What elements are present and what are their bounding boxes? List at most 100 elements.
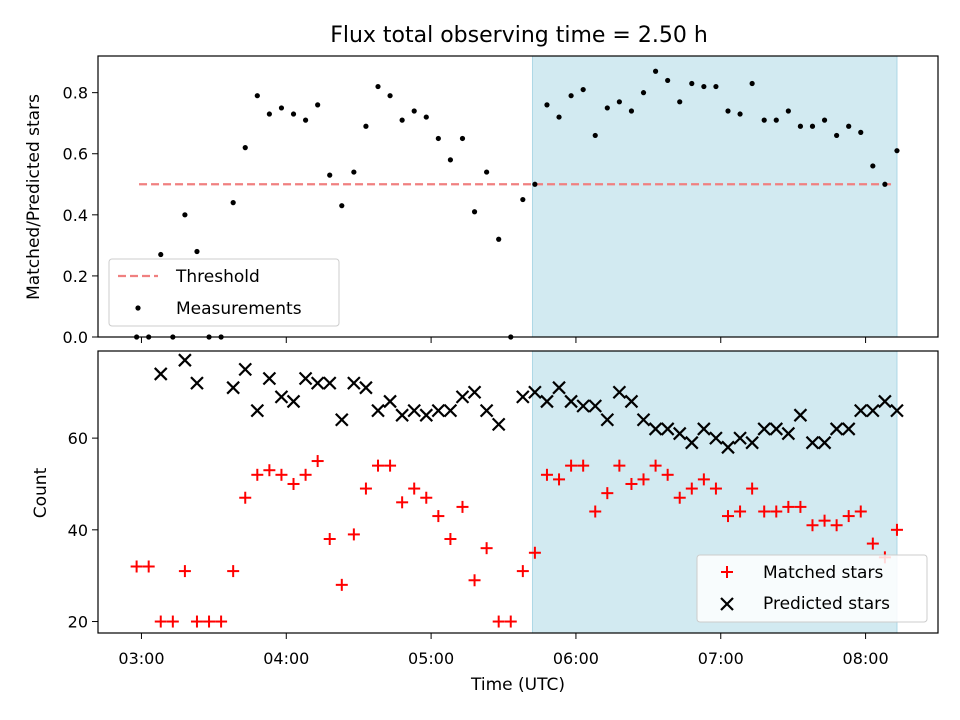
x-tick-label: 04:00 [263, 649, 309, 668]
measurement-point [182, 212, 188, 218]
predicted-star-point [672, 426, 687, 441]
matched-star-point [190, 615, 203, 628]
measurement-point [846, 123, 852, 129]
measurement-point [773, 117, 779, 123]
matched-star-point [758, 505, 771, 518]
measurement-point [713, 83, 719, 90]
matched-star-point [770, 505, 783, 518]
measurement-point [363, 123, 369, 129]
measurement-point [315, 102, 321, 108]
predicted-star-point [479, 403, 494, 418]
predicted-star-point [817, 435, 832, 450]
measurement-point [785, 108, 791, 114]
measurement-point [894, 148, 900, 154]
measurement-point [411, 108, 417, 114]
measurement-point [399, 117, 405, 123]
predicted-star-point [648, 422, 663, 436]
measurement-point [725, 108, 731, 114]
measurement-point [556, 114, 562, 120]
bottom-y-axis-label: Count [31, 467, 51, 518]
matched-star-point [130, 560, 143, 573]
matched-star-point [577, 459, 590, 472]
predicted-star-point [781, 426, 796, 441]
measurement-point [484, 169, 490, 175]
matched-star-point [625, 477, 638, 490]
predicted-star-point [793, 408, 808, 422]
measurement-point [640, 90, 647, 96]
predicted-star-point [721, 440, 735, 455]
matched-star-point [601, 487, 614, 500]
measurement-point [520, 196, 526, 203]
measurement-point [652, 68, 659, 74]
measurement-point [278, 105, 285, 111]
matched-star-point [456, 500, 469, 513]
measurement-point [604, 105, 610, 111]
bottom-y-tick-label: 60 [68, 429, 88, 448]
matched-star-point [854, 505, 867, 518]
measurement-point [737, 111, 743, 117]
predicted-star-point [383, 394, 397, 409]
predicted-star-point [636, 413, 651, 427]
x-tick-label: 07:00 [698, 649, 744, 668]
predicted-star-point [516, 390, 530, 404]
top-y-tick-label: 0.0 [63, 328, 88, 347]
legend-matched-swatch [721, 566, 733, 578]
bottom-plot-frame [97, 350, 939, 634]
measurement-point [568, 93, 574, 99]
measurement-point [435, 135, 441, 142]
bottom-legend: Matched stars Predicted stars [696, 554, 928, 623]
measurement-point [592, 132, 598, 139]
measurement-point [870, 163, 876, 169]
bottom-y-tick-label: 40 [68, 521, 88, 540]
predicted-star-point [612, 385, 627, 400]
predicted-star-point [733, 431, 747, 445]
matched-star-point [637, 473, 650, 486]
predicted-star-point [491, 417, 506, 432]
measurement-point [194, 248, 200, 255]
matched-star-point [709, 482, 722, 495]
matched-star-point [323, 533, 336, 545]
predicted-star-point [709, 431, 723, 445]
predicted-star-point [624, 394, 639, 409]
predicted-star-point [347, 376, 361, 390]
measurement-point [447, 157, 454, 163]
matched-star-point [516, 565, 529, 578]
predicted-star-point [769, 422, 784, 436]
matched-star-point [275, 468, 288, 481]
legend-measurements-swatch [135, 305, 141, 311]
predicted-star-point [564, 394, 578, 409]
matched-star-point [347, 528, 360, 541]
measurement-point [459, 135, 466, 142]
predicted-star-point [153, 367, 168, 381]
predicted-star-point [298, 371, 313, 386]
matched-star-point [492, 615, 505, 628]
predicted-star-point [262, 371, 277, 386]
matched-star-point [782, 500, 795, 513]
matched-star-point [468, 574, 481, 587]
matched-star-point [287, 477, 300, 490]
matched-star-point [444, 533, 457, 545]
predicted-star-point [588, 399, 603, 413]
measurement-point [821, 117, 828, 123]
matched-star-point [540, 468, 553, 481]
matched-star-point [396, 496, 409, 509]
matched-star-point [722, 510, 734, 523]
matched-star-point [842, 510, 855, 523]
predicted-star-point [419, 408, 434, 422]
predicted-star-point [890, 403, 904, 418]
measurement-point [580, 86, 586, 93]
predicted-star-point [407, 403, 421, 418]
measurement-point [266, 111, 272, 117]
measurement-point [677, 99, 683, 105]
matched-star-point [359, 482, 372, 495]
matched-star-point [480, 542, 493, 555]
measurement-point [242, 145, 248, 151]
predicted-star-point [455, 390, 470, 404]
shaded-region [531, 55, 898, 338]
top-panel: 0.00.20.40.60.8 Matched/Predicted stars … [24, 55, 939, 347]
predicted-star-point [431, 403, 446, 418]
predicted-star-point [552, 380, 566, 395]
measurement-point [375, 83, 381, 90]
matched-star-point [311, 455, 324, 468]
